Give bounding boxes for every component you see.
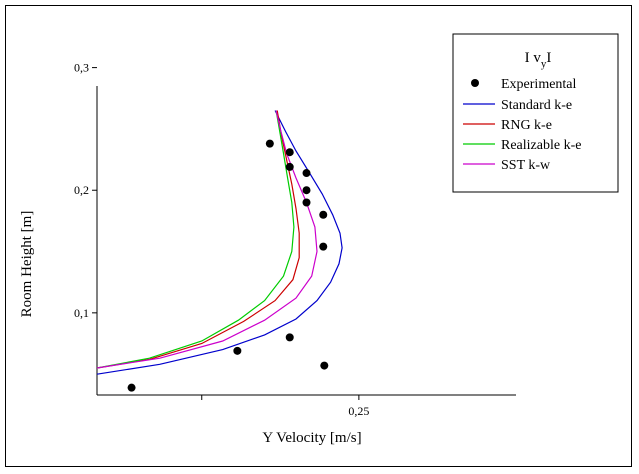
x-axis-label: Y Velocity [m/s] bbox=[262, 430, 361, 446]
legend-label-realizable-k-e: Realizable k-e bbox=[501, 138, 581, 153]
chart: 0,1 0,2 0,3 0,25 Y Velocity [m/s] Room Heig… bbox=[19, 33, 619, 446]
experimental-point bbox=[285, 148, 294, 157]
y-axis-label: Room Height [m] bbox=[19, 211, 35, 318]
experimental-points bbox=[127, 139, 329, 392]
experimental-point bbox=[319, 210, 328, 219]
legend: I vyI Experimental Standard k-e RNG k-e Re… bbox=[452, 33, 619, 193]
curves bbox=[96, 110, 343, 375]
legend-label-standard-k-e: Standard k-e bbox=[501, 98, 572, 113]
y-tick-label: 0,1 bbox=[74, 306, 89, 320]
axes: 0,1 0,2 0,3 0,25 bbox=[74, 61, 516, 418]
experimental-point bbox=[319, 242, 328, 251]
experimental-point bbox=[233, 346, 242, 355]
experimental-point bbox=[302, 186, 311, 195]
experimental-point bbox=[302, 198, 311, 207]
y-tick-label: 0,3 bbox=[74, 61, 89, 75]
series-line-standard-k-e bbox=[96, 110, 343, 375]
x-tick-label: 0,25 bbox=[348, 404, 369, 418]
experimental-point bbox=[320, 361, 329, 370]
experimental-point bbox=[127, 383, 136, 392]
series-line-realizable-k-e bbox=[96, 110, 295, 369]
experimental-point bbox=[285, 162, 294, 171]
experimental-point bbox=[265, 139, 274, 148]
legend-title: I vyI bbox=[525, 50, 552, 70]
experimental-point bbox=[302, 169, 311, 178]
series-line-rng-k-e bbox=[96, 110, 300, 369]
legend-label-experimental: Experimental bbox=[501, 77, 577, 92]
legend-marker-experimental bbox=[471, 79, 479, 87]
chart-frame: 0,1 0,2 0,3 0,25 Y Velocity [m/s] Room Heig… bbox=[5, 5, 632, 467]
legend-box bbox=[452, 33, 619, 193]
experimental-point bbox=[285, 333, 294, 342]
legend-label-rng-k-e: RNG k-e bbox=[501, 118, 552, 133]
legend-label-sst-k-w: SST k-w bbox=[501, 158, 551, 173]
y-tick-label: 0,2 bbox=[74, 183, 89, 197]
